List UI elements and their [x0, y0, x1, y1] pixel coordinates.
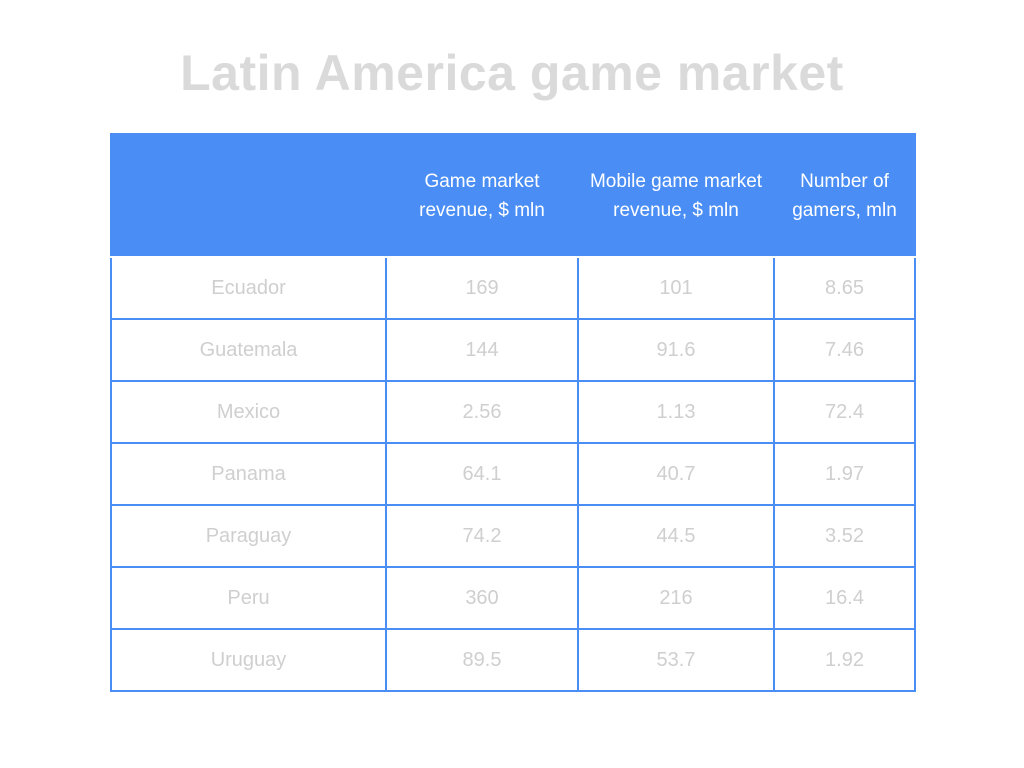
cell-mobile-revenue: 1.13: [577, 380, 775, 444]
table-row: Uruguay 89.5 53.7 1.92: [110, 628, 916, 692]
cell-mobile-revenue: 40.7: [577, 442, 775, 506]
cell-country: Panama: [110, 442, 387, 506]
data-table: Game market revenue, $ mln Mobile game m…: [110, 133, 916, 692]
header-country: [110, 133, 387, 258]
data-table-container: Game market revenue, $ mln Mobile game m…: [110, 133, 916, 708]
cell-gamers: 72.4: [773, 380, 916, 444]
table-row: Panama 64.1 40.7 1.97: [110, 442, 916, 506]
cell-game-revenue: 64.1: [385, 442, 579, 506]
header-number-of-gamers: Number of gamers, mln: [773, 133, 916, 258]
table-row: Paraguay 74.2 44.5 3.52: [110, 504, 916, 568]
cell-gamers: 1.92: [773, 628, 916, 692]
cell-mobile-revenue: 91.6: [577, 318, 775, 382]
cell-country: Paraguay: [110, 504, 387, 568]
table-row: Peru 360 216 16.4: [110, 566, 916, 630]
cell-gamers: 8.65: [773, 256, 916, 320]
table-row: Ecuador 169 101 8.65: [110, 256, 916, 320]
cell-game-revenue: 144: [385, 318, 579, 382]
cell-country: Guatemala: [110, 318, 387, 382]
cell-country: Uruguay: [110, 628, 387, 692]
cell-game-revenue: 360: [385, 566, 579, 630]
cell-game-revenue: 89.5: [385, 628, 579, 692]
cell-gamers: 3.52: [773, 504, 916, 568]
table-row: Guatemala 144 91.6 7.46: [110, 318, 916, 382]
cell-country: Mexico: [110, 380, 387, 444]
cell-gamers: 7.46: [773, 318, 916, 382]
cell-mobile-revenue: 44.5: [577, 504, 775, 568]
header-game-market-revenue: Game market revenue, $ mln: [385, 133, 579, 258]
cell-mobile-revenue: 53.7: [577, 628, 775, 692]
cell-gamers: 1.97: [773, 442, 916, 506]
cell-game-revenue: 169: [385, 256, 579, 320]
page-title: Latin America game market: [180, 45, 844, 101]
cell-game-revenue: 74.2: [385, 504, 579, 568]
cell-game-revenue: 2.56: [385, 380, 579, 444]
cell-country: Peru: [110, 566, 387, 630]
header-mobile-game-revenue: Mobile game market revenue, $ mln: [577, 133, 775, 258]
cell-gamers: 16.4: [773, 566, 916, 630]
cell-country: Ecuador: [110, 256, 387, 320]
table-row: Mexico 2.56 1.13 72.4: [110, 380, 916, 444]
cell-mobile-revenue: 216: [577, 566, 775, 630]
cell-mobile-revenue: 101: [577, 256, 775, 320]
table-header-row: Game market revenue, $ mln Mobile game m…: [110, 133, 916, 258]
